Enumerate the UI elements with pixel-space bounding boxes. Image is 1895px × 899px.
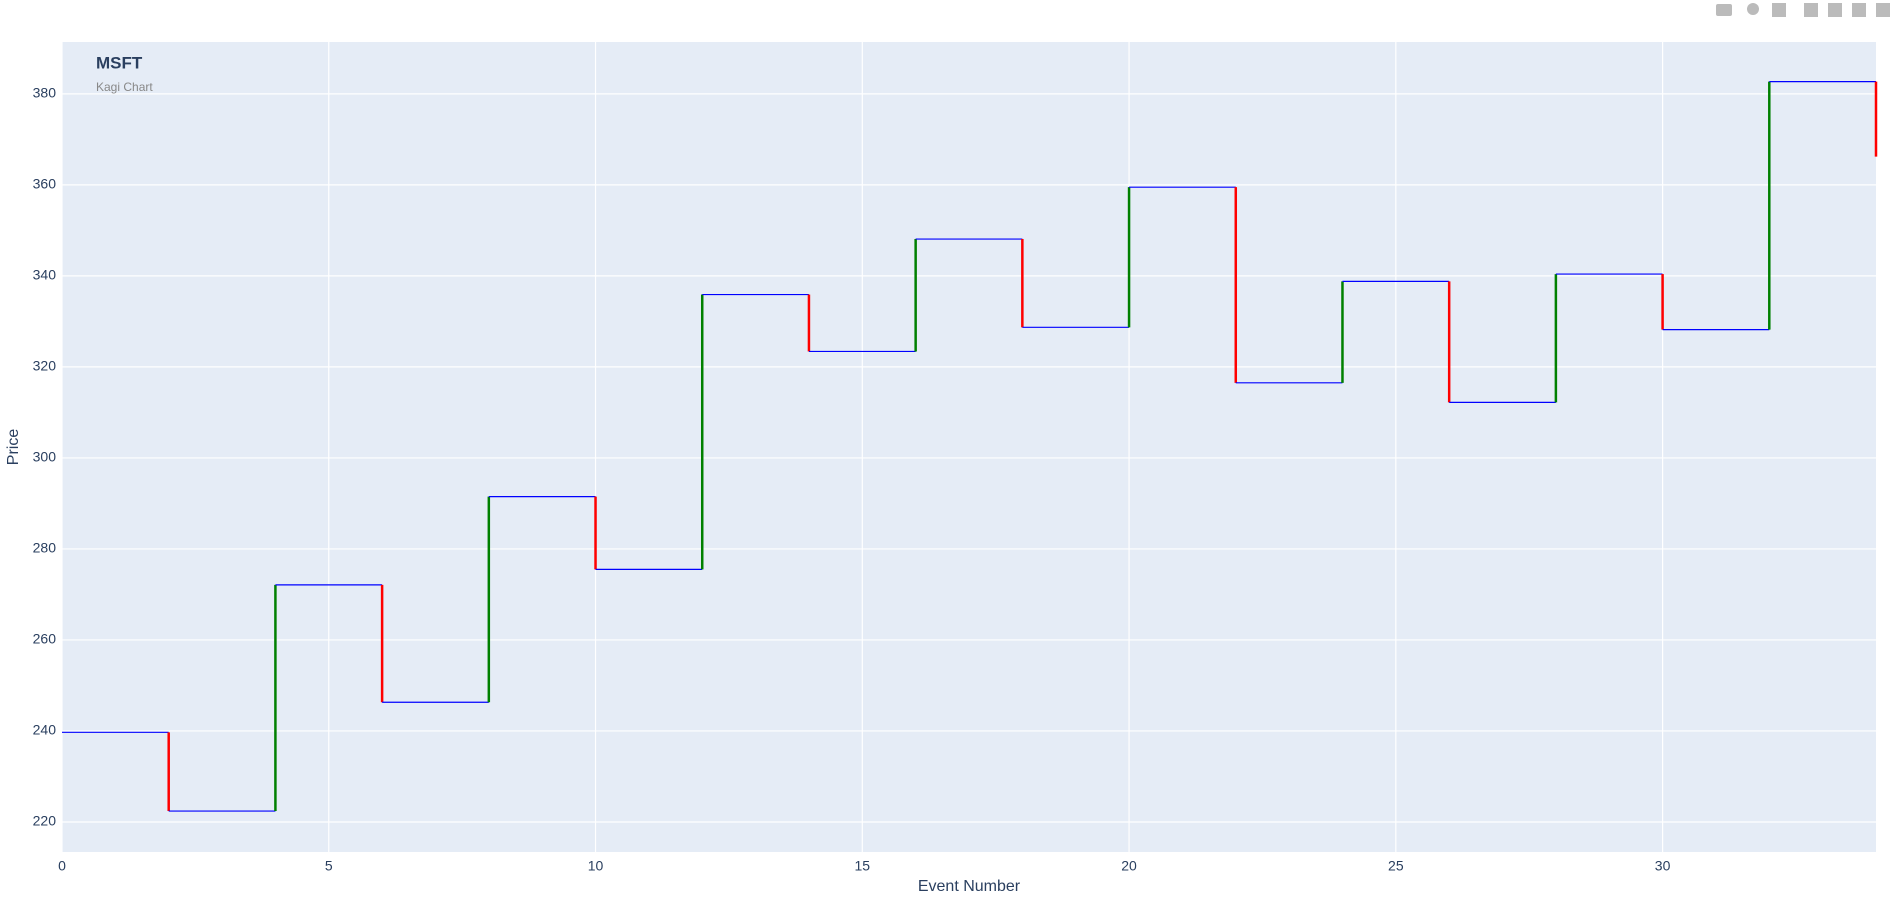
y-axis-label: Price	[5, 429, 22, 466]
x-tick-label: 20	[1121, 858, 1137, 874]
x-tick-label: 25	[1388, 858, 1404, 874]
plot-area	[62, 42, 1876, 852]
camera-button[interactable]	[1716, 4, 1732, 16]
autoscale-button[interactable]	[1852, 3, 1866, 17]
y-tick-label: 360	[33, 176, 57, 192]
pan-button[interactable]	[1772, 3, 1786, 17]
reset-button[interactable]	[1876, 3, 1890, 17]
toolbar[interactable]	[1716, 3, 1890, 17]
y-tick-label: 280	[33, 540, 57, 556]
x-tick-label: 15	[855, 858, 871, 874]
y-tick-label: 340	[33, 267, 57, 283]
marks	[62, 80, 1878, 812]
x-axis-label: Event Number	[918, 878, 1021, 895]
zoom-in-button[interactable]	[1804, 3, 1818, 17]
x-tick-label: 5	[325, 858, 333, 874]
zoom-button[interactable]	[1747, 3, 1759, 15]
y-tick-label: 220	[33, 813, 57, 829]
grid	[61, 42, 1876, 852]
y-tick-label: 320	[33, 358, 57, 374]
x-tick-label: 10	[588, 858, 604, 874]
chart-title: MSFT	[96, 53, 143, 72]
x-tick-label: 30	[1655, 858, 1671, 874]
y-tick-label: 260	[33, 631, 57, 647]
y-tick-label: 240	[33, 722, 57, 738]
zoom-out-button[interactable]	[1828, 3, 1842, 17]
chart-subtitle: Kagi Chart	[96, 80, 153, 94]
y-tick-label: 300	[33, 449, 57, 465]
y-tick-label: 380	[33, 85, 57, 101]
x-tick-label: 0	[58, 858, 66, 874]
